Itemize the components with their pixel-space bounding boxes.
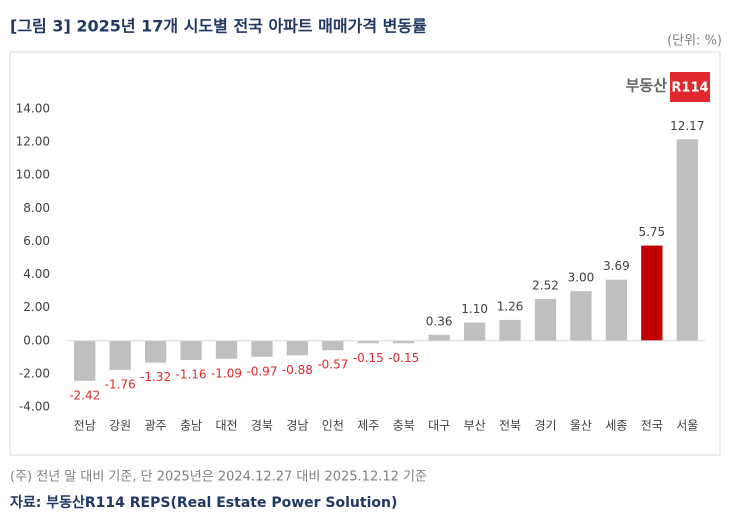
x-tick-label: 제주 [357, 419, 379, 433]
value-label: 3.69 [603, 259, 630, 273]
x-tick-label: 세종 [605, 419, 627, 433]
logo-badge-text: R114 [671, 81, 708, 96]
x-tick-label: 경기 [534, 419, 556, 433]
y-tick-label: 8.00 [23, 201, 50, 215]
value-label: 5.75 [638, 225, 665, 239]
unit-label: (단위: %) [667, 34, 722, 49]
bar [144, 340, 167, 363]
bar [357, 340, 379, 344]
y-tick-label: 0.00 [23, 333, 50, 347]
bar [109, 340, 131, 370]
x-tick-label: 경북 [251, 419, 273, 433]
value-label: 12.17 [670, 119, 704, 133]
x-tick-label: 전국 [641, 419, 663, 433]
bar [215, 340, 238, 359]
y-tick-label: -2.00 [19, 366, 50, 380]
x-tick-label: 서울 [676, 419, 698, 433]
y-tick-label: 10.00 [16, 168, 50, 182]
value-label: 1.26 [497, 299, 524, 313]
value-label: -0.97 [246, 364, 277, 378]
y-tick-label: -4.00 [19, 400, 50, 414]
bar [499, 319, 521, 341]
bar [428, 334, 450, 341]
value-label: -1.16 [176, 367, 207, 381]
bar [180, 340, 202, 360]
x-tick-label: 경남 [286, 419, 308, 433]
y-tick-label: 6.00 [23, 234, 50, 248]
x-tick-label: 인천 [322, 418, 344, 433]
value-label: -1.32 [140, 370, 171, 384]
value-label: -2.42 [69, 388, 100, 402]
x-tick-label: 전남 [74, 419, 96, 433]
value-label: 0.36 [426, 314, 453, 328]
logo-badge [670, 72, 710, 102]
bar [74, 340, 96, 381]
x-tick-label: 부산 [464, 419, 486, 433]
bar [676, 139, 698, 341]
bar [286, 340, 309, 356]
x-tick-label: 강원 [109, 419, 131, 433]
value-label: -0.88 [282, 363, 313, 377]
footnote: (주) 전년 말 대비 기준, 단 2025년은 2024.12.27 대비 2… [10, 470, 427, 485]
x-tick-label: 대구 [428, 419, 450, 433]
plot-frame [9, 51, 721, 456]
value-label: -0.57 [317, 358, 348, 372]
x-tick-label: 울산 [570, 419, 592, 433]
bar [393, 340, 415, 344]
y-tick-label: 4.00 [23, 267, 50, 281]
bar [251, 340, 273, 357]
y-tick-label: 14.00 [16, 102, 50, 116]
value-label: 3.00 [568, 271, 595, 285]
value-label: -1.09 [211, 366, 242, 380]
x-tick-label: 대전 [215, 419, 237, 433]
bar [534, 299, 557, 341]
bar [641, 245, 663, 341]
x-tick-label: 광주 [145, 419, 167, 433]
bar [570, 291, 592, 341]
value-label: -1.76 [105, 377, 136, 391]
source: 자료: 부동산R114 REPS(Real Estate Power Solut… [10, 494, 397, 511]
value-label: 2.52 [532, 279, 559, 293]
value-label: 1.10 [461, 302, 488, 316]
value-label: -0.15 [353, 351, 384, 365]
bar [463, 322, 486, 341]
x-tick-label: 충북 [393, 419, 415, 433]
y-tick-label: 12.00 [16, 135, 50, 149]
bar [322, 340, 344, 351]
chart-title: [그림 3] 2025년 17개 시도별 전국 아파트 매매가격 변동률 [10, 17, 427, 36]
bar [605, 279, 628, 341]
y-tick-label: 2.00 [23, 300, 50, 314]
logo-text: 부동산 [626, 77, 668, 95]
x-tick-label: 충남 [180, 419, 202, 433]
value-label: -0.15 [388, 351, 419, 365]
x-tick-label: 전북 [499, 419, 521, 433]
